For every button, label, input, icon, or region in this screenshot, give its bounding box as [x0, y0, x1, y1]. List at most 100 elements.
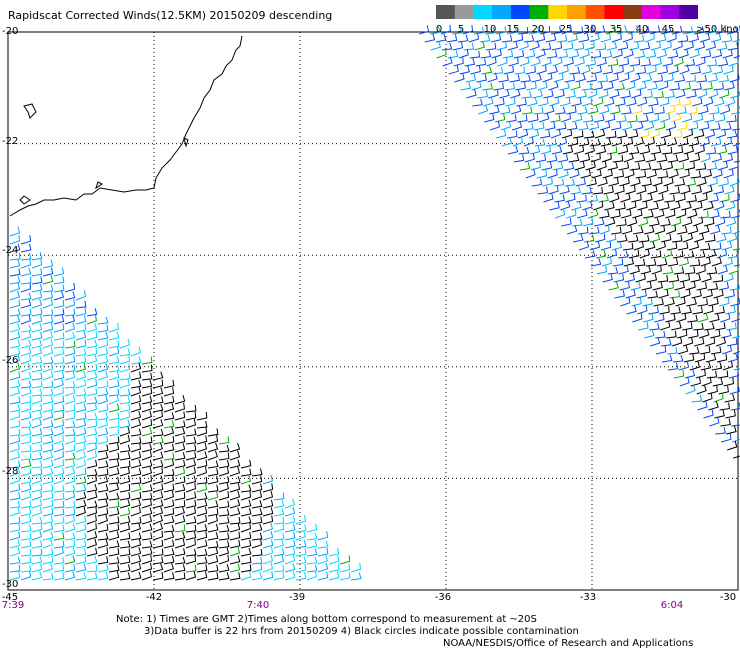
wind-barb	[484, 113, 495, 123]
wind-barb	[141, 570, 152, 581]
wind-barb	[683, 353, 695, 363]
wind-barb	[97, 460, 109, 469]
wind-barb	[583, 217, 594, 227]
wind-barb	[9, 362, 21, 373]
wind-barb	[196, 531, 208, 541]
wind-barb	[650, 250, 662, 259]
wind-barb	[174, 556, 186, 565]
wind-barb	[573, 145, 585, 155]
wind-barb	[163, 458, 175, 469]
wind-barb	[666, 330, 677, 339]
wind-barb	[9, 428, 21, 437]
wind-barb	[31, 435, 43, 445]
wind-barb	[42, 267, 54, 277]
wind-barb	[207, 532, 219, 541]
wind-barb	[693, 26, 705, 35]
wind-barb	[20, 548, 32, 557]
wind-barb	[705, 353, 717, 363]
wind-barb	[578, 240, 590, 251]
wind-barb	[693, 113, 704, 123]
wind-barb	[602, 273, 614, 283]
wind-barb	[650, 146, 662, 155]
wind-barb	[686, 297, 697, 307]
wind-barb	[64, 523, 76, 533]
wind-barb	[697, 400, 708, 411]
wind-barb	[31, 298, 43, 309]
wind-barb	[583, 114, 594, 123]
wind-barb	[707, 385, 718, 395]
wind-barb	[560, 112, 572, 123]
wind-barb	[721, 136, 732, 147]
wind-barb	[97, 451, 109, 461]
wind-barb	[678, 361, 690, 371]
wind-barb	[635, 66, 647, 75]
wind-barb	[31, 563, 43, 573]
wind-barb	[693, 216, 704, 227]
wind-barb	[75, 370, 87, 381]
wind-barb	[615, 97, 626, 107]
wind-barb	[590, 258, 602, 267]
wind-barb	[240, 547, 252, 557]
wind-barb	[639, 248, 650, 259]
wind-barb	[53, 290, 65, 301]
wind-barb	[588, 121, 600, 131]
wind-barb	[196, 420, 208, 429]
wind-barb	[591, 168, 602, 179]
wind-barb	[75, 290, 86, 301]
wind-barb	[9, 556, 21, 565]
wind-barb	[86, 323, 98, 333]
wind-barb	[9, 516, 21, 525]
wind-barb	[75, 331, 87, 341]
wind-barb	[660, 25, 672, 35]
wind-barb	[108, 482, 120, 493]
wind-barb	[42, 450, 54, 461]
wind-barb	[31, 252, 43, 261]
wind-barb	[646, 273, 658, 283]
wind-barb	[141, 364, 153, 373]
wind-barb	[731, 209, 740, 219]
wind-barb	[596, 160, 607, 171]
wind-barb	[710, 346, 722, 355]
wind-barb	[611, 241, 623, 251]
wind-barb	[584, 144, 595, 155]
wind-barb	[97, 507, 109, 517]
wind-barb	[616, 114, 627, 123]
wind-barb	[460, 82, 471, 91]
wind-barb	[42, 323, 54, 333]
wind-barb	[53, 340, 65, 349]
wind-barb	[86, 379, 98, 389]
wind-barb	[577, 209, 588, 219]
wind-barb	[218, 436, 230, 445]
wind-barb	[229, 466, 241, 477]
wind-barb	[598, 194, 609, 203]
wind-barb	[629, 162, 641, 171]
wind-barb	[679, 273, 690, 283]
wind-barb	[621, 209, 632, 219]
wind-barb	[97, 412, 109, 421]
wind-barb	[680, 184, 691, 195]
wind-barb	[665, 313, 676, 323]
wind-barb	[75, 450, 87, 461]
wind-barb	[608, 73, 619, 83]
wind-barb	[500, 120, 512, 131]
wind-barb	[42, 531, 54, 541]
wind-barb	[119, 460, 131, 469]
wind-barb	[725, 96, 736, 107]
wind-barb	[505, 97, 516, 107]
wind-barb	[597, 177, 608, 187]
wind-barb	[474, 40, 486, 51]
wind-barb	[240, 459, 252, 469]
wind-barb	[251, 548, 263, 557]
wind-barb	[284, 507, 296, 517]
wind-barb	[678, 152, 689, 163]
wind-barb	[641, 281, 652, 291]
wind-barb	[20, 539, 32, 549]
wind-barb	[251, 508, 263, 517]
wind-barb	[592, 81, 603, 91]
wind-barb	[670, 306, 681, 315]
wind-barb	[526, 81, 537, 91]
wind-barb	[556, 34, 568, 43]
wind-barb	[557, 50, 569, 59]
wind-barb	[729, 176, 740, 187]
wind-barb	[174, 443, 186, 453]
